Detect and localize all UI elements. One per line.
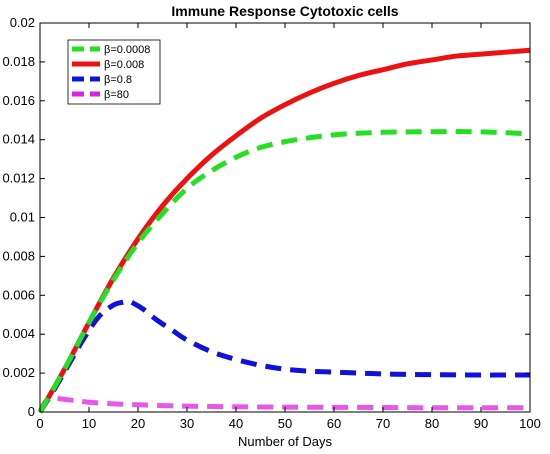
legend: β=0.0008 β=0.008 β=0.8 β=80 <box>67 39 161 105</box>
x-tick-label: 80 <box>425 416 439 431</box>
x-tick-label: 90 <box>474 416 488 431</box>
series-line-0 <box>37 129 531 414</box>
x-axis: 0 10 20 30 40 50 60 70 80 90 100 <box>36 23 541 431</box>
series-line-3 <box>37 395 530 414</box>
y-tick-label: 0.014 <box>2 132 35 147</box>
y-tick-label: 0.002 <box>2 365 35 380</box>
x-tick-label: 0 <box>36 416 43 431</box>
y-tick-label: 0.01 <box>10 210 35 225</box>
x-tick-label: 50 <box>278 416 292 431</box>
x-tick-label: 70 <box>376 416 390 431</box>
x-tick-label: 100 <box>519 416 541 431</box>
x-tick-label: 30 <box>180 416 194 431</box>
y-tick-label: 0.018 <box>2 54 35 69</box>
x-axis-label: Number of Days <box>238 434 332 449</box>
y-tick-label: 0.006 <box>2 287 35 302</box>
y-tick-label: 0.012 <box>2 171 35 186</box>
legend-label-2: β=0.8 <box>104 74 132 86</box>
x-tick-label: 40 <box>229 416 243 431</box>
chart-title: Immune Response Cytotoxic cells <box>171 3 398 19</box>
x-tick-label: 60 <box>327 416 341 431</box>
x-tick-label: 10 <box>82 416 96 431</box>
y-tick-label: 0.008 <box>2 248 35 263</box>
legend-label-3: β=80 <box>104 89 129 101</box>
legend-label-0: β=0.0008 <box>104 44 150 56</box>
y-tick-label: 0.004 <box>2 326 35 341</box>
series-layer <box>37 47 531 414</box>
y-tick-label: 0.02 <box>10 15 35 30</box>
legend-label-1: β=0.008 <box>104 59 144 71</box>
series-line-2 <box>37 298 530 414</box>
x-tick-label: 20 <box>131 416 145 431</box>
y-axis: 0 0.002 0.004 0.006 0.008 0.01 0.012 0.014 0.016… <box>2 15 530 419</box>
series-line-1 <box>37 47 531 414</box>
y-tick-label: 0.016 <box>2 93 35 108</box>
y-tick-label: 0 <box>28 404 35 419</box>
